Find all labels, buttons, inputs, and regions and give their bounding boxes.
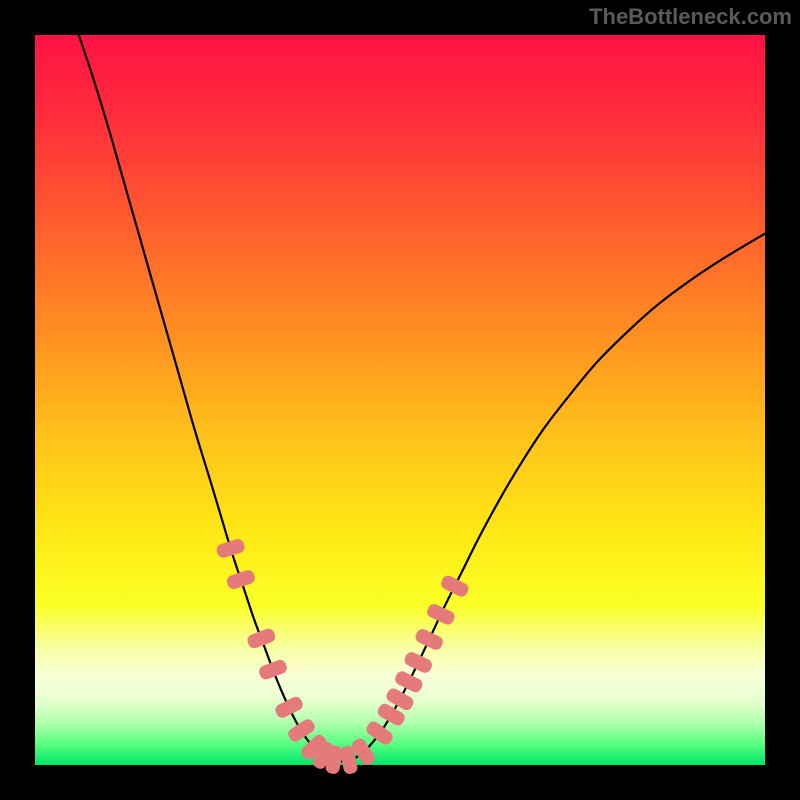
watermark-text: TheBottleneck.com — [589, 4, 792, 30]
chart-container: TheBottleneck.com — [0, 0, 800, 800]
bottleneck-chart — [0, 0, 800, 800]
plot-area — [35, 35, 765, 765]
